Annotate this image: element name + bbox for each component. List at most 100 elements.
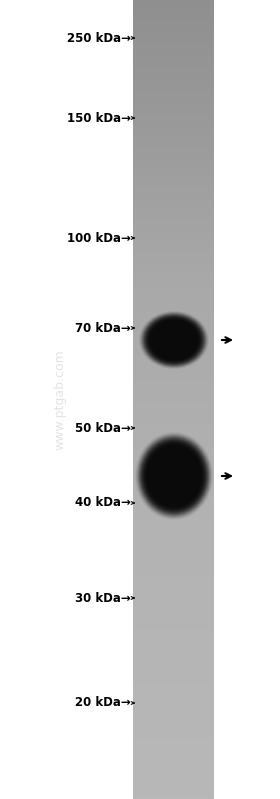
Bar: [133, 457, 214, 459]
Ellipse shape: [169, 470, 179, 482]
Bar: [133, 513, 214, 515]
Bar: [133, 523, 214, 526]
Ellipse shape: [169, 336, 179, 344]
Ellipse shape: [150, 320, 199, 360]
Ellipse shape: [158, 327, 190, 353]
Bar: [133, 659, 214, 661]
Bar: [133, 731, 214, 733]
Bar: [133, 0, 214, 2]
Bar: [133, 510, 214, 511]
Bar: [133, 82, 214, 84]
Ellipse shape: [165, 466, 183, 487]
Bar: [133, 737, 214, 739]
Bar: [133, 140, 214, 142]
Bar: [133, 687, 214, 689]
Bar: [133, 356, 214, 358]
Bar: [133, 433, 214, 435]
Bar: [133, 526, 214, 527]
Bar: [133, 783, 214, 785]
Bar: [133, 233, 214, 236]
Bar: [133, 58, 214, 60]
Bar: [133, 100, 214, 101]
Bar: [133, 90, 214, 92]
Ellipse shape: [173, 475, 175, 477]
Bar: [133, 585, 214, 587]
Ellipse shape: [139, 437, 209, 515]
Bar: [133, 718, 214, 719]
Bar: [133, 534, 214, 535]
Bar: [133, 332, 214, 334]
Bar: [133, 18, 214, 20]
Text: 100 kDa→: 100 kDa→: [67, 232, 131, 244]
Bar: [133, 76, 214, 78]
Bar: [133, 542, 214, 543]
Bar: [133, 441, 214, 443]
Ellipse shape: [142, 313, 206, 367]
Ellipse shape: [165, 333, 182, 347]
Bar: [133, 745, 214, 747]
Bar: [133, 153, 214, 156]
Bar: [133, 68, 214, 70]
Bar: [133, 70, 214, 72]
Bar: [133, 246, 214, 248]
Bar: [133, 86, 214, 88]
Bar: [133, 232, 214, 233]
Bar: [133, 655, 214, 657]
Bar: [133, 164, 214, 166]
Bar: [133, 767, 214, 769]
Bar: [133, 312, 214, 313]
Bar: [133, 2, 214, 4]
Ellipse shape: [138, 435, 210, 516]
Bar: [133, 470, 214, 471]
Bar: [133, 765, 214, 767]
Bar: [133, 797, 214, 799]
Bar: [133, 763, 214, 765]
Ellipse shape: [141, 439, 207, 513]
Bar: [133, 582, 214, 583]
Bar: [133, 633, 214, 635]
Ellipse shape: [157, 325, 192, 355]
Bar: [133, 148, 214, 150]
Bar: [133, 182, 214, 184]
Ellipse shape: [151, 451, 197, 502]
Bar: [133, 46, 214, 48]
Bar: [133, 454, 214, 455]
Bar: [133, 337, 214, 340]
Bar: [133, 491, 214, 493]
Bar: [133, 52, 214, 54]
Bar: [133, 32, 214, 34]
Bar: [133, 697, 214, 699]
Bar: [133, 699, 214, 702]
Ellipse shape: [168, 469, 180, 483]
Bar: [133, 128, 214, 130]
Bar: [133, 449, 214, 451]
Bar: [133, 238, 214, 240]
Bar: [133, 358, 214, 360]
Bar: [133, 133, 214, 136]
Ellipse shape: [159, 459, 189, 492]
Ellipse shape: [143, 314, 205, 366]
Bar: [133, 20, 214, 22]
Bar: [133, 607, 214, 609]
Bar: [133, 403, 214, 406]
Bar: [133, 228, 214, 229]
Ellipse shape: [171, 472, 177, 479]
Bar: [133, 678, 214, 679]
Ellipse shape: [152, 451, 196, 501]
Bar: [133, 681, 214, 683]
Bar: [133, 262, 214, 264]
Bar: [133, 686, 214, 687]
Bar: [133, 196, 214, 198]
Bar: [133, 180, 214, 182]
Ellipse shape: [161, 329, 186, 351]
Bar: [133, 50, 214, 52]
Bar: [133, 397, 214, 400]
Ellipse shape: [157, 457, 191, 495]
Bar: [133, 755, 214, 757]
Bar: [133, 781, 214, 783]
Bar: [133, 292, 214, 293]
Bar: [133, 257, 214, 260]
Bar: [133, 393, 214, 396]
Bar: [133, 112, 214, 114]
Bar: [133, 304, 214, 305]
